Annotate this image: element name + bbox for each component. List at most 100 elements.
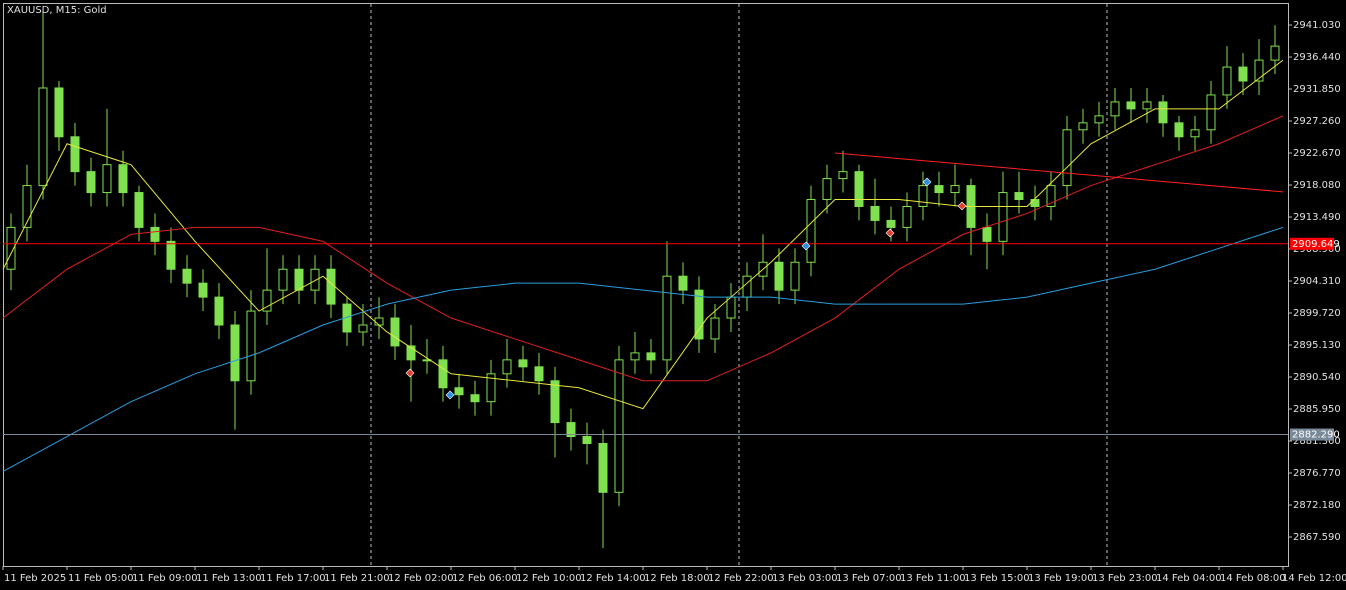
candle-body (886, 219, 896, 228)
candle-body (150, 226, 160, 242)
candle-body (982, 226, 992, 242)
candle-body (582, 436, 592, 445)
candle-body (102, 164, 112, 194)
candle-body (246, 310, 256, 382)
candle-body (214, 296, 224, 326)
candle-body (518, 359, 528, 368)
day-separators (370, 4, 1108, 566)
x-tick-label: 13 Feb 19:00 (1028, 573, 1094, 584)
x-tick-label: 13 Feb 11:00 (900, 573, 966, 584)
moving-average (2, 226, 1284, 472)
candle-body (598, 443, 608, 493)
candle-body (918, 185, 928, 207)
candle-body (374, 317, 384, 326)
y-tick-label: 2876.770 (1293, 468, 1341, 479)
trade-marker (445, 390, 455, 400)
candle-body (1270, 45, 1280, 61)
candle-body (1254, 59, 1264, 82)
moving-average (2, 59, 1284, 410)
candle-body (1078, 122, 1088, 131)
price-level-box (1290, 237, 1334, 250)
candle-body (1094, 115, 1104, 124)
x-tick-label: 14 Feb 08:00 (1220, 573, 1286, 584)
trendline (834, 152, 1284, 193)
y-tick-label: 2931.850 (1293, 84, 1341, 95)
candle-body (438, 359, 448, 389)
candle-body (470, 394, 480, 403)
y-tick-label: 2867.590 (1293, 532, 1341, 543)
x-tick-label: 12 Feb 18:00 (644, 573, 710, 584)
candle-body (726, 296, 736, 319)
candle-body (86, 171, 96, 194)
candle-body (118, 164, 128, 194)
candle-body (1206, 94, 1216, 131)
candle-body (854, 171, 864, 207)
candle-body (134, 192, 144, 228)
y-tick-label: 2881.360 (1293, 436, 1341, 447)
candle-body (630, 352, 640, 361)
y-tick-label: 2890.540 (1293, 372, 1341, 383)
x-tick-label: 11 Feb 05:00 (68, 573, 134, 584)
candle-body (38, 87, 48, 187)
candle-body (166, 240, 176, 270)
trade-marker (957, 201, 967, 211)
candle-body (646, 352, 656, 361)
candle-body (70, 136, 80, 173)
candle-body (22, 185, 32, 228)
candle-body (838, 171, 848, 180)
moving-average (2, 115, 1284, 382)
trade-marker (801, 241, 811, 251)
candle-body (358, 324, 368, 333)
candle-body (326, 268, 336, 305)
candle-body (998, 192, 1008, 242)
x-tick-label: 12 Feb 02:00 (388, 573, 454, 584)
x-tick-label: 13 Feb 15:00 (964, 573, 1030, 584)
candle-body (662, 275, 672, 361)
candle-body (710, 317, 720, 340)
plot-frame (3, 3, 1289, 567)
candle-body (902, 205, 912, 228)
price-level-label: 2909.649 (1292, 239, 1340, 250)
candle-body (198, 282, 208, 298)
candle-body (278, 268, 288, 291)
candle-body (390, 317, 400, 347)
y-tick-label: 2941.030 (1293, 20, 1341, 31)
candle-body (1110, 101, 1120, 117)
candle-body (566, 422, 576, 438)
candle-body (742, 275, 752, 298)
candle-body (934, 185, 944, 194)
candle-body (230, 324, 240, 382)
candle-body (294, 268, 304, 291)
candle-body (262, 289, 272, 312)
x-tick-label: 11 Feb 17:00 (260, 573, 326, 584)
y-tick-label: 2885.950 (1293, 404, 1341, 415)
candle-body (1222, 66, 1232, 96)
candle-body (486, 373, 496, 403)
marks (2, 11, 1288, 549)
x-tick-label: 13 Feb 07:00 (836, 573, 902, 584)
candle-body (1046, 185, 1056, 207)
candle-body (182, 268, 192, 284)
trade-marker (922, 177, 932, 187)
trade-markers (405, 177, 967, 400)
x-tick-label: 13 Feb 03:00 (772, 573, 838, 584)
candle-body (694, 289, 704, 340)
candle-body (1014, 192, 1024, 201)
y-tick-label: 2872.180 (1293, 500, 1341, 511)
candle-body (1126, 101, 1136, 110)
candle-body (406, 345, 416, 361)
trade-marker (885, 228, 895, 238)
x-tick-label: 14 Feb 12:00 (1282, 573, 1346, 584)
x-tick-label: 12 Feb 06:00 (452, 573, 518, 584)
candle-body (774, 261, 784, 291)
candle-body (1142, 101, 1152, 110)
y-tick-label: 2895.130 (1293, 340, 1341, 351)
x-tick-label: 12 Feb 14:00 (580, 573, 646, 584)
candle-body (6, 226, 16, 270)
x-tick-label: 11 Feb 21:00 (324, 573, 390, 584)
candle-body (1190, 129, 1200, 138)
y-tick-label: 2927.260 (1293, 116, 1341, 127)
y-tick-label: 2913.490 (1293, 212, 1341, 223)
y-tick-label: 2936.440 (1293, 52, 1341, 63)
